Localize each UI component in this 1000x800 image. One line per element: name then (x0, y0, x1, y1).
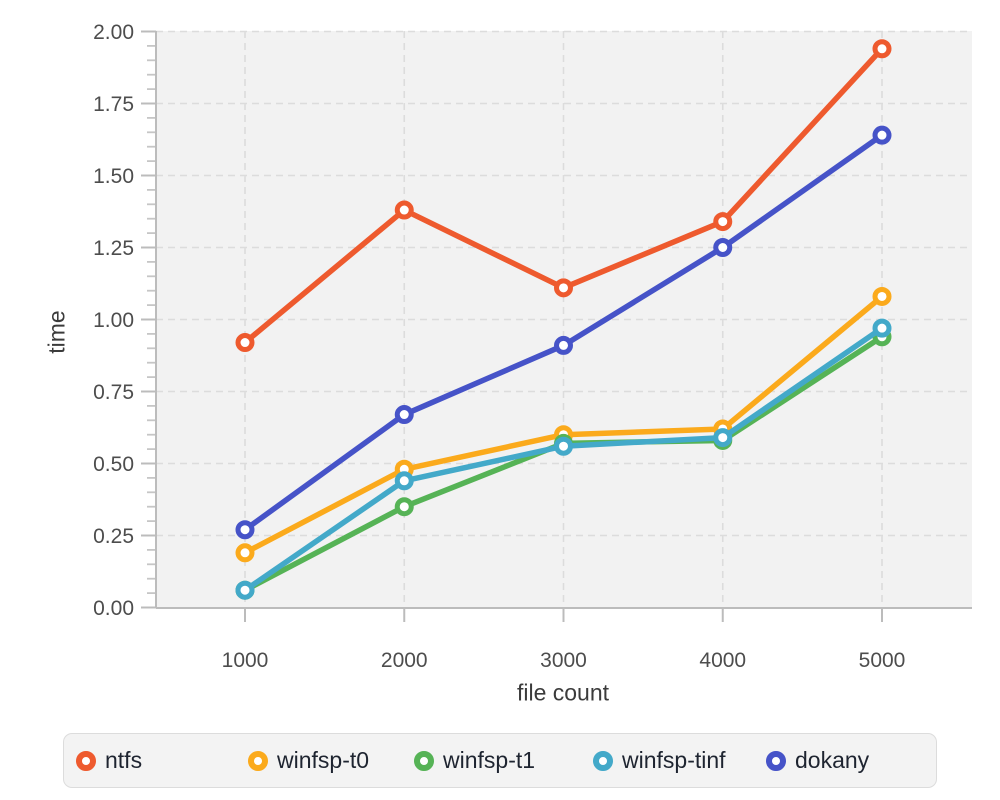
marker-ntfs-4000 (713, 212, 733, 232)
legend-label-winfsp-tinf: winfsp-tinf (622, 747, 726, 773)
legend-item-dokany: dokany (766, 734, 869, 787)
marker-winfsp-t1-2000 (394, 497, 414, 517)
x-axis-title: file count (516, 679, 610, 706)
legend-marker-icon-dokany (766, 750, 786, 771)
y-tick-label-1.25: 1.25 (93, 237, 134, 260)
y-tick-label-0.25: 0.25 (93, 525, 134, 548)
legend: ntfs winfsp-t0 winfsp-t1 winfsp-tinf dokany (63, 733, 937, 788)
legend-label-dokany: dokany (795, 747, 870, 773)
marker-ntfs-3000 (554, 278, 573, 298)
legend-label-winfsp-t0: winfsp-t0 (277, 747, 370, 773)
chart-canvas: 0.00 0.25 0.50 0.75 1.00 1.25 1.50 1.75 2.00 1000… (93, 21, 972, 672)
legend-label-winfsp-t1: winfsp-t1 (443, 747, 536, 773)
legend-marker-icon-winfsp-t1 (414, 750, 434, 771)
x-tick-label-2000: 2000 (381, 649, 428, 672)
x-tick-label-3000: 3000 (540, 649, 587, 672)
marker-dokany-5000 (872, 125, 892, 145)
marker-dokany-3000 (554, 335, 573, 355)
legend-marker-icon-ntfs (76, 750, 96, 771)
marker-winfsp-tinf-5000 (872, 318, 892, 338)
legend-marker-icon-winfsp-t0 (248, 750, 268, 771)
x-tick-label-5000: 5000 (859, 649, 906, 672)
marker-winfsp-tinf-1000 (235, 580, 255, 600)
y-axis-title: time (43, 310, 70, 354)
y-tick-label-0.75: 0.75 (93, 381, 134, 404)
legend-item-winfsp-t1: winfsp-t1 (414, 734, 535, 787)
legend-item-winfsp-t0: winfsp-t0 (248, 734, 369, 787)
legend-label-ntfs: ntfs (105, 747, 143, 773)
marker-dokany-4000 (713, 238, 733, 257)
y-tick-label-2.00: 2.00 (93, 21, 134, 44)
legend-item-ntfs: ntfs (76, 734, 142, 787)
marker-winfsp-tinf-3000 (554, 436, 573, 456)
marker-dokany-1000 (235, 520, 255, 540)
legend-marker-icon-winfsp-tinf (593, 750, 613, 771)
y-tick-label-1.75: 1.75 (93, 93, 134, 116)
marker-ntfs-1000 (235, 333, 255, 353)
marker-winfsp-tinf-4000 (713, 428, 733, 448)
legend-item-winfsp-tinf: winfsp-tinf (593, 734, 726, 787)
marker-ntfs-5000 (872, 39, 892, 59)
marker-winfsp-t0-5000 (872, 286, 892, 306)
y-tick-label-1.50: 1.50 (93, 165, 134, 188)
y-tick-label-0.50: 0.50 (93, 453, 134, 476)
marker-winfsp-t0-1000 (235, 543, 255, 563)
y-tick-label-1.00: 1.00 (93, 309, 134, 332)
marker-ntfs-2000 (394, 200, 414, 220)
y-tick-label-0.00: 0.00 (93, 597, 134, 620)
marker-winfsp-tinf-2000 (394, 471, 414, 491)
x-tick-label-4000: 4000 (699, 649, 746, 672)
marker-dokany-2000 (394, 405, 414, 425)
x-tick-label-1000: 1000 (222, 649, 269, 672)
